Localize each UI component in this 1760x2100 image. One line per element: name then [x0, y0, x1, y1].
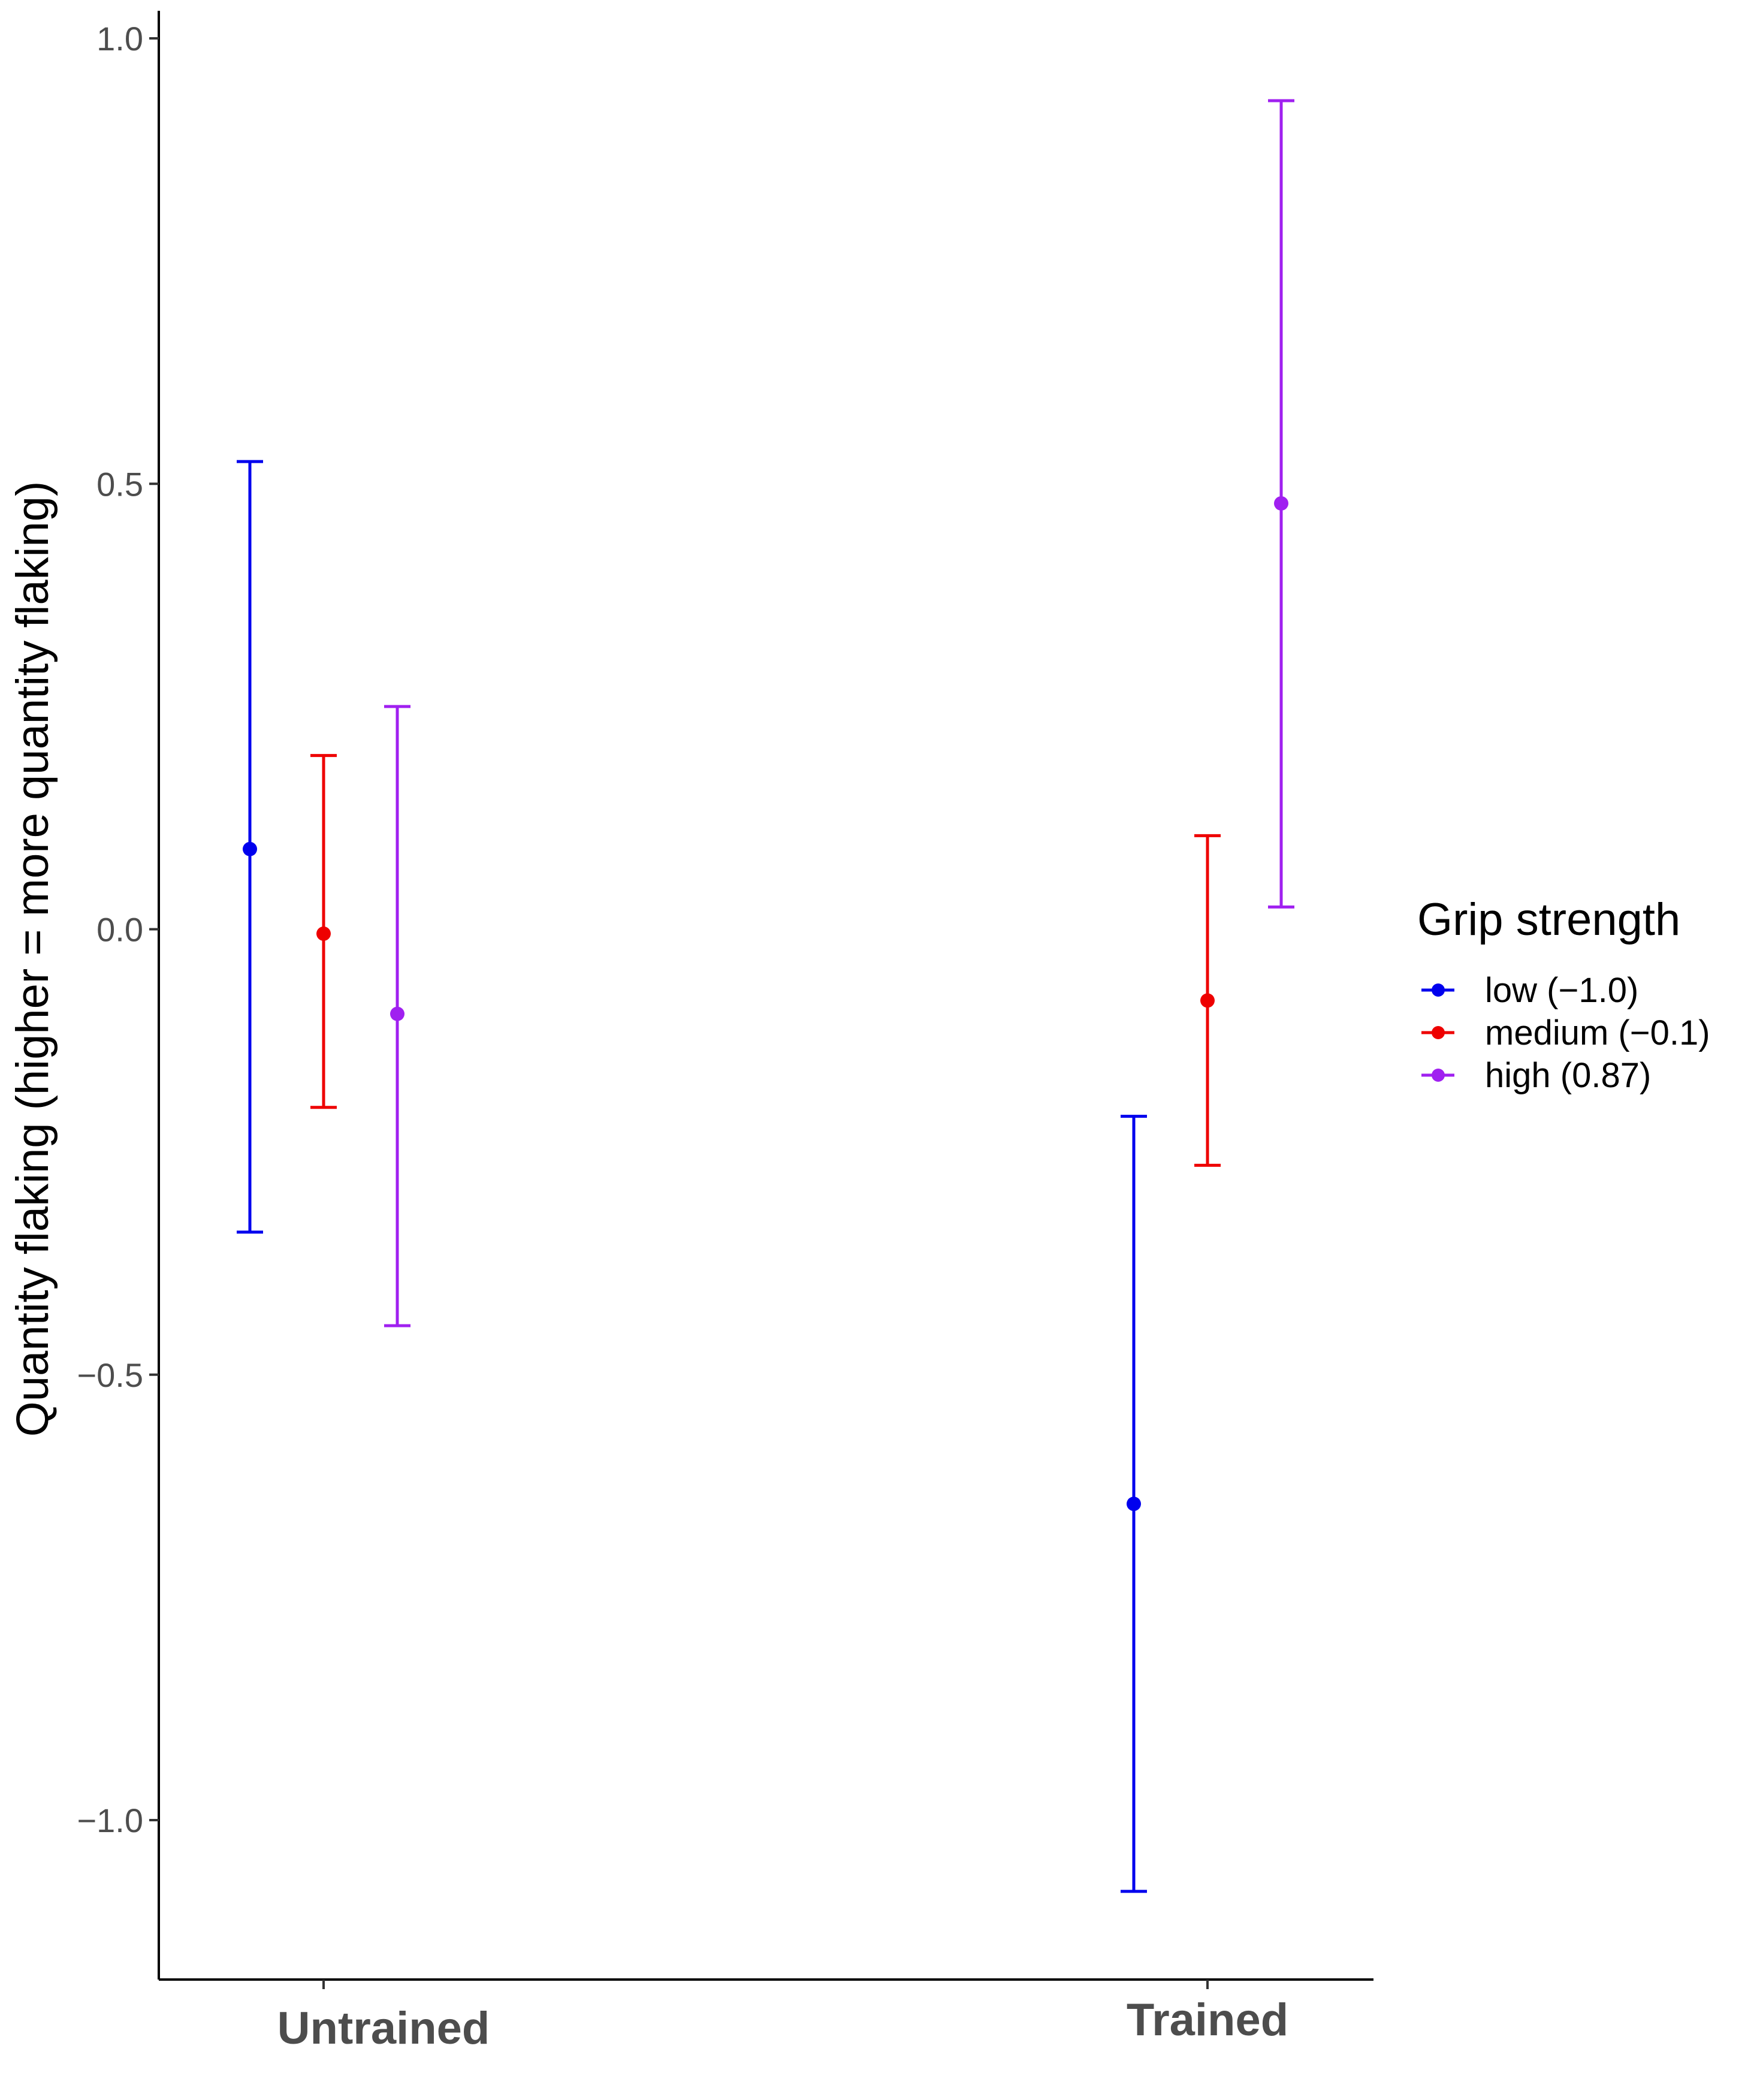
data-point: [316, 926, 331, 941]
y-tick-label: −1.0: [77, 1802, 143, 1839]
legend-label: low (−1.0): [1485, 971, 1638, 1010]
legend-label: medium (−0.1): [1485, 1013, 1710, 1052]
y-tick-label: 0.0: [96, 911, 143, 949]
x-category-label: Trained: [1127, 1995, 1288, 2045]
legend-label: high (0.87): [1485, 1056, 1651, 1095]
axes: 1.0 0.5 0.0 −0.5 −1.0 Untrained Trained Quantit…: [7, 11, 1373, 2054]
legend-title: Grip strength: [1417, 894, 1680, 945]
y-axis-title: Quantity flaking (higher = more quantity…: [7, 481, 58, 1437]
data-point: [390, 1006, 404, 1021]
data-point: [1200, 993, 1215, 1008]
y-tick-label: 1.0: [96, 20, 143, 58]
data-marks: [237, 99, 1294, 1893]
legend-key-point: [1432, 1069, 1445, 1082]
y-tick-label: 0.5: [96, 465, 143, 503]
data-point: [1274, 496, 1288, 511]
y-tick-label: −0.5: [77, 1356, 143, 1394]
legend: Grip strength low (−1.0)medium (−0.1) high…: [1417, 894, 1710, 1095]
legend-key-point: [1432, 1026, 1445, 1039]
x-category-label: Untrained: [277, 2003, 490, 2054]
data-point: [1127, 1496, 1141, 1511]
legend-key-point: [1432, 983, 1445, 997]
data-point: [243, 841, 257, 856]
